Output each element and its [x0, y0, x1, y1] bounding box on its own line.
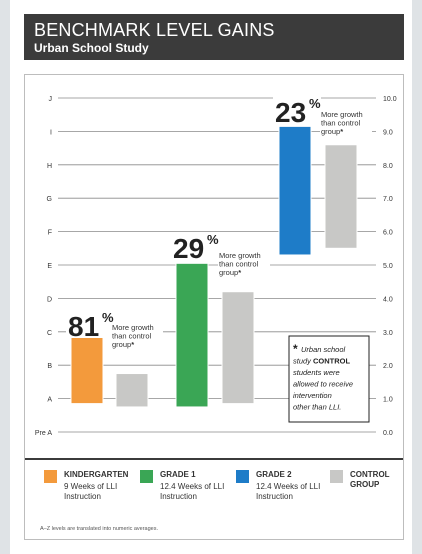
footnote: A–Z levels are translated into numeric a…	[40, 526, 159, 532]
gain-star: *	[340, 127, 343, 136]
note-line: students were	[293, 368, 340, 377]
left-tick-label: J	[49, 96, 53, 103]
right-tick-label: 7.0	[383, 196, 393, 203]
right-tick-label: 9.0	[383, 129, 393, 136]
note-line: study CONTROL	[293, 357, 351, 366]
gain-text: than control	[219, 260, 259, 269]
left-tick-label: E	[47, 263, 52, 270]
legend-item-grade1: GRADE 1 12.4 Weeks of LLI Instruction	[140, 468, 230, 512]
gain-unit: %	[207, 232, 219, 247]
legend-title: CONTROL GROUP	[350, 470, 390, 489]
control-bar	[221, 291, 255, 405]
left-tick-label: B	[47, 363, 52, 370]
gain-star: *	[131, 340, 134, 349]
legend-title: KINDERGARTEN	[64, 470, 129, 479]
annotation-backing	[218, 248, 270, 282]
right-tick-label: 5.0	[383, 263, 393, 270]
note-text: CONTROL	[313, 357, 350, 366]
annotation-backing	[111, 320, 163, 354]
legend-separator	[25, 458, 403, 460]
annotation-backing	[273, 96, 321, 124]
right-tick-label: 3.0	[383, 330, 393, 337]
legend-swatch-grade2	[236, 470, 249, 483]
legend-item-control: CONTROL GROUP	[330, 468, 400, 512]
note-line: other than LLI.	[293, 403, 341, 412]
annotation-backing	[66, 310, 114, 338]
gain-unit: %	[309, 96, 321, 111]
right-tick-label: 6.0	[383, 230, 393, 237]
legend-item-grade2: GRADE 2 12.4 Weeks of LLI Instruction	[236, 468, 326, 512]
legend-swatch-kindergarten	[44, 470, 57, 483]
treatment-bar	[278, 125, 312, 256]
right-tick-label: 4.0	[383, 296, 393, 303]
note-box	[288, 335, 370, 423]
gain-text: group*	[321, 127, 343, 136]
left-tick-label: I	[50, 129, 52, 136]
note-text: students were	[293, 368, 340, 377]
left-tick-label: A	[47, 397, 52, 404]
gain-text: More growth	[321, 110, 363, 119]
right-tick-label: 8.0	[383, 163, 393, 170]
annotation-backing	[171, 232, 219, 260]
legend-swatch-control	[330, 470, 343, 483]
gain-text: More growth	[112, 323, 154, 332]
left-tick-label: H	[47, 163, 52, 170]
gain-text: group*	[219, 268, 241, 277]
control-bar	[115, 373, 149, 408]
legend-title: GRADE 2	[256, 470, 292, 479]
gain-unit: %	[102, 310, 114, 325]
note-line: allowed to receive	[293, 380, 353, 389]
note-line: intervention	[293, 391, 332, 400]
right-tick-label: 2.0	[383, 363, 393, 370]
note-star: *	[293, 342, 298, 356]
legend-desc: 12.4 Weeks of LLI Instruction	[160, 482, 225, 501]
gain-text: group*	[112, 340, 134, 349]
treatment-bar	[70, 331, 104, 405]
left-tick-label: D	[47, 296, 52, 303]
page-subtitle: Urban School Study	[34, 41, 149, 55]
gain-value: 29	[173, 233, 204, 264]
legend-desc: 12.4 Weeks of LLI Instruction	[256, 482, 321, 501]
gain-text: More growth	[219, 251, 261, 260]
gain-text: than control	[112, 332, 152, 341]
legend-swatch-grade1	[140, 470, 153, 483]
note-text: LLI.	[329, 403, 342, 412]
left-tick-label: F	[48, 230, 52, 237]
note-line: Urban school	[301, 345, 346, 354]
header-banner: BENCHMARK LEVEL GAINS Urban School Study	[24, 14, 404, 60]
gain-star: *	[238, 268, 241, 277]
note-text: other than	[293, 403, 329, 412]
page-title: BENCHMARK LEVEL GAINS	[34, 20, 275, 40]
treatment-bar	[175, 262, 209, 408]
note-text: allowed to receive	[293, 380, 353, 389]
gain-text: than control	[321, 119, 361, 128]
right-tick-label: 10.0	[383, 96, 397, 103]
note-text: study	[293, 357, 313, 366]
note-text: intervention	[293, 391, 332, 400]
right-tick-label: 0.0	[383, 430, 393, 437]
left-tick-label: G	[47, 196, 52, 203]
left-tick-label: C	[47, 330, 52, 337]
legend-desc: 9 Weeks of LLI Instruction	[64, 482, 118, 501]
control-bar	[324, 144, 358, 249]
right-tick-label: 1.0	[383, 397, 393, 404]
gain-value: 81	[68, 311, 99, 342]
gain-value: 23	[275, 97, 306, 128]
legend-title: GRADE 1	[160, 470, 196, 479]
note-text: Urban school	[301, 345, 346, 354]
annotation-backing	[320, 107, 372, 141]
legend-item-kindergarten: KINDERGARTEN 9 Weeks of LLI Instruction	[44, 468, 134, 512]
left-tick-label: Pre A	[35, 430, 52, 437]
